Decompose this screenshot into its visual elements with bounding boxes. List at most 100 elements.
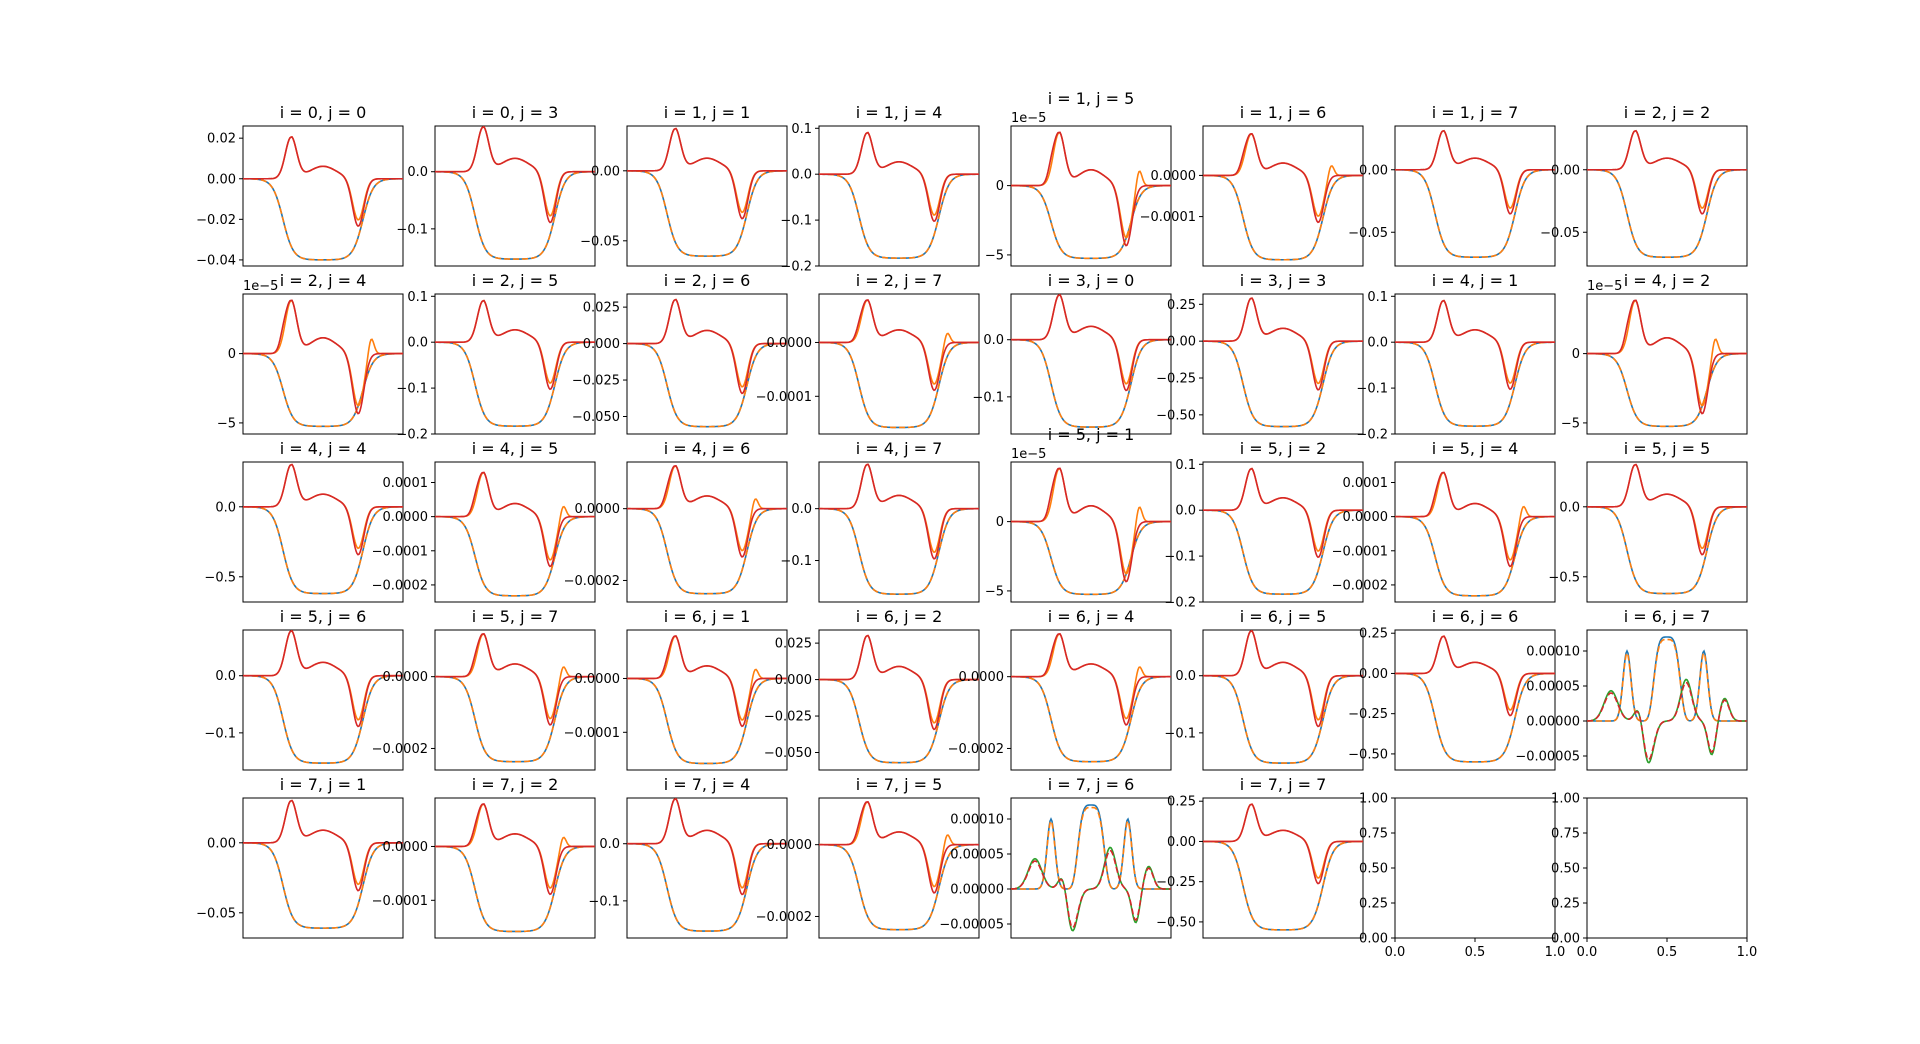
plot-lines: [1587, 299, 1747, 428]
subplot-title: i = 5, j = 6: [280, 607, 367, 626]
subplot: 0 −5 i = 4, j = 21e−5: [1561, 271, 1748, 435]
plot-lines: [819, 463, 979, 595]
subplot-title: i = 5, j = 1: [1048, 425, 1135, 444]
plot-lines: [243, 630, 403, 764]
plot-lines: [1203, 803, 1363, 931]
y-tick-label: 0.0001: [1343, 476, 1389, 491]
y-tick-label: 0.1: [1367, 290, 1388, 305]
y-tick-label: 0.0000: [383, 840, 429, 855]
subplot: 0.1 0.0 −0.1 −0.2 i = 4, j = 1: [1356, 271, 1556, 443]
series-line-4: [243, 299, 403, 415]
y-tick-label: 0.00: [1167, 835, 1196, 850]
y-tick-label: −0.5: [204, 570, 236, 585]
plot-lines: [627, 127, 787, 257]
subplot: 0.02 0.00 −0.02 −0.04 i = 0, j = 0: [196, 103, 404, 268]
series-line-2: [627, 677, 787, 765]
y-tick-label: 0.00005: [950, 848, 1004, 863]
axis-offset-label: 1e−5: [1011, 447, 1046, 462]
plot-lines: [1587, 129, 1747, 258]
y-tick-label: 0.00: [207, 836, 236, 851]
subplot: 0.1 0.0 −0.1 −0.2 i = 5, j = 2: [1164, 439, 1364, 611]
series-line-4: [1587, 129, 1747, 215]
y-tick-label: −0.0001: [1140, 210, 1196, 225]
subplot: 0.0001 0.0000 −0.0001 −0.0002 i = 5, j = 4: [1332, 439, 1556, 603]
y-tick-label: −0.50: [1348, 747, 1388, 762]
series-line-2: [1011, 338, 1171, 428]
plot-lines: [819, 131, 979, 259]
y-tick-label: 0.0: [1175, 669, 1196, 684]
y-tick-label: 0.0000: [1151, 169, 1197, 184]
subplot: 0.0 −0.1 i = 0, j = 3: [396, 103, 596, 267]
y-tick-label: 0.00005: [1526, 680, 1580, 695]
subplot: 0.0 −0.1 i = 7, j = 4: [588, 775, 788, 939]
subplot-title: i = 1, j = 7: [1432, 103, 1519, 122]
axes-frame: [434, 629, 596, 771]
y-tick-label: 0.1: [791, 122, 812, 137]
plot-lines: [1203, 297, 1363, 428]
y-tick-label: 0.00: [1551, 932, 1580, 947]
subplot-title: i = 1, j = 6: [1240, 103, 1327, 122]
series-line-2: [627, 842, 787, 932]
y-tick-label: −0.0001: [564, 726, 620, 741]
y-tick-label: −0.1: [780, 214, 812, 229]
plot-lines: [627, 798, 787, 932]
series-line-4: [627, 127, 787, 220]
series-line-2: [819, 341, 979, 429]
x-tick-label: 1.0: [1737, 945, 1758, 960]
y-tick-label: −0.1: [780, 554, 812, 569]
plot-lines: [1395, 299, 1555, 427]
subplot-title: i = 2, j = 6: [664, 271, 751, 290]
subplot-title: i = 1, j = 5: [1048, 89, 1135, 108]
subplot: 0.25 0.00 −0.25 −0.50 i = 7, j = 7: [1156, 775, 1364, 939]
x-tick-label: 0.0: [1385, 945, 1406, 960]
axes-frame: [818, 461, 980, 603]
plot-lines: [435, 803, 595, 933]
y-tick-label: 0.25: [1167, 795, 1196, 810]
series-line-4: [819, 463, 979, 560]
axis-offset-label: 1e−5: [243, 279, 278, 294]
subplot-title: i = 4, j = 4: [280, 439, 367, 458]
series-line-2: [1203, 174, 1363, 261]
y-tick-label: −0.1: [588, 894, 620, 909]
plot-lines: [1011, 131, 1171, 260]
plot-lines: [435, 126, 595, 260]
y-tick-label: 1.00: [1359, 792, 1388, 807]
subplot: 0.0000 −0.0001 i = 1, j = 6: [1140, 103, 1364, 267]
plot-lines: [627, 465, 787, 595]
plot-lines: [243, 799, 403, 929]
series-line-4: [819, 801, 979, 894]
subplot: 0.00 −0.05 i = 7, j = 1: [196, 775, 404, 939]
axes-frame: [1586, 461, 1748, 603]
y-tick-label: 0.25: [1359, 627, 1388, 642]
series-line-2: [435, 170, 595, 260]
subplot: 0.0000 −0.0001 i = 2, j = 7: [756, 271, 980, 435]
y-tick-label: 0.75: [1359, 827, 1388, 842]
axes-frame: [434, 293, 596, 435]
plot-lines: [1395, 471, 1555, 597]
subplot: 0.025 0.000 −0.025 −0.050 i = 2, j = 6: [572, 271, 788, 435]
series-line-2: [1011, 675, 1171, 763]
y-tick-label: 0.0: [791, 168, 812, 183]
axes-frame: [818, 629, 980, 771]
axes-frame: [818, 797, 980, 939]
y-tick-label: −0.0002: [564, 574, 620, 589]
series-line-2: [819, 678, 979, 764]
subplot: 0.00 −0.05 i = 1, j = 7: [1348, 103, 1556, 267]
y-tick-label: −0.2: [1164, 596, 1196, 611]
y-tick-label: −0.05: [1540, 226, 1580, 241]
series-line-4: [1395, 471, 1555, 568]
y-tick-label: 0.0000: [575, 502, 621, 517]
axes-frame: [434, 461, 596, 603]
axes-frame: [1394, 293, 1556, 435]
subplot: 1.00 0.75 0.50 0.25 0.000.0 0.5 1.0: [1551, 792, 1757, 961]
series-line-2: [1203, 674, 1363, 764]
y-tick-label: 0.00000: [950, 883, 1004, 898]
x-tick-label: 1.0: [1545, 945, 1566, 960]
series-line-4: [1011, 467, 1171, 583]
subplot: 0.0 −0.1 i = 6, j = 5: [1164, 607, 1364, 771]
subplot: 0.0 −0.5 i = 5, j = 5: [1548, 439, 1748, 603]
series-line-2: [1203, 840, 1363, 931]
plot-lines: [1203, 630, 1363, 764]
series-line-2: [819, 843, 979, 931]
axes-frame: [1394, 629, 1556, 771]
